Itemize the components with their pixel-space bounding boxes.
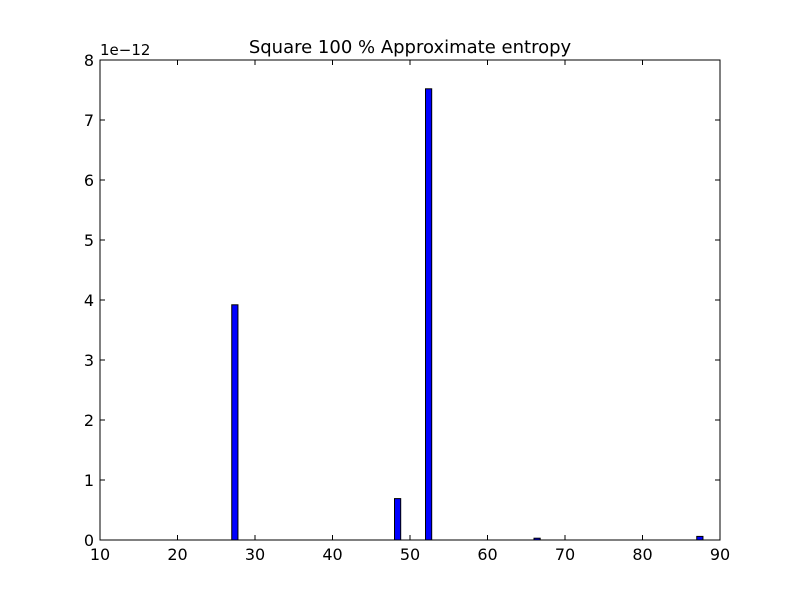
x-tick-label: 50 bbox=[400, 545, 420, 564]
x-tick-label: 10 bbox=[90, 545, 110, 564]
y-axis-offset-label: 1e−12 bbox=[100, 41, 150, 59]
y-tick-label: 3 bbox=[84, 351, 94, 370]
x-tick-label: 90 bbox=[710, 545, 730, 564]
x-tick-label: 60 bbox=[477, 545, 497, 564]
chart-title: Square 100 % Approximate entropy bbox=[249, 37, 572, 58]
y-tick-label: 0 bbox=[84, 531, 94, 550]
x-tick-label: 40 bbox=[322, 545, 342, 564]
plot-frame bbox=[99, 59, 721, 541]
x-tick-label: 70 bbox=[555, 545, 575, 564]
x-tick-label: 80 bbox=[632, 545, 652, 564]
y-tick-label: 7 bbox=[84, 111, 94, 130]
y-tick-label: 8 bbox=[84, 51, 94, 70]
bar bbox=[425, 88, 433, 541]
y-tick-label: 5 bbox=[84, 231, 94, 250]
y-tick-label: 6 bbox=[84, 171, 94, 190]
bar bbox=[394, 498, 402, 541]
y-tick-label: 1 bbox=[84, 471, 94, 490]
y-tick-label: 2 bbox=[84, 411, 94, 430]
y-tick-label: 4 bbox=[84, 291, 94, 310]
bars-group bbox=[231, 88, 704, 541]
y-axis: 0 1 2 3 4 5 6 7 8 bbox=[84, 51, 720, 550]
x-tick-label: 20 bbox=[167, 545, 187, 564]
x-axis: 10 20 30 40 50 60 70 80 90 bbox=[90, 60, 730, 564]
bar bbox=[231, 304, 239, 541]
bar bbox=[696, 535, 704, 541]
x-tick-label: 30 bbox=[245, 545, 265, 564]
